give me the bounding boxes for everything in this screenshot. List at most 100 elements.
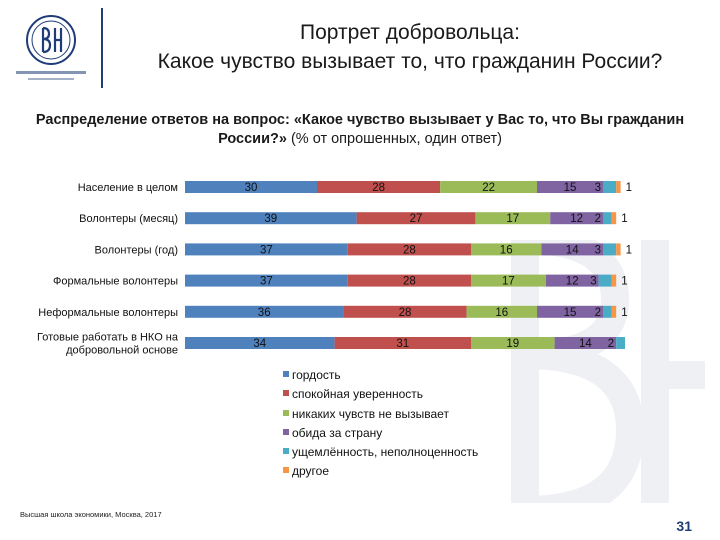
bar-segment <box>537 305 603 318</box>
legend-label: гордость <box>292 368 341 382</box>
legend-swatch <box>283 467 289 474</box>
data-label: 15 <box>564 182 577 194</box>
bar-segment <box>611 212 617 225</box>
legend-item: никаких чувств не вызывает <box>283 405 478 424</box>
legend-label: спокойная уверенность <box>292 387 424 402</box>
bar-segment <box>611 305 617 318</box>
legend-swatch <box>283 428 289 435</box>
data-label: 30 <box>245 182 258 194</box>
question-bold: Распределение ответов на вопрос: «Какое … <box>35 112 685 147</box>
legend-item: гордость <box>283 366 478 385</box>
bar-segment <box>185 337 335 349</box>
data-label: 1 <box>621 213 627 225</box>
data-label: 3 <box>590 276 596 288</box>
data-label: 1 <box>626 182 632 194</box>
data-label: 3 <box>595 244 601 256</box>
bar-segment <box>616 181 621 193</box>
bar-segment <box>541 243 603 256</box>
footer-text: Высшая школа экономики, Москва, 2017 <box>20 510 162 519</box>
data-label: 31 <box>396 338 409 350</box>
legend-swatch <box>283 409 289 416</box>
bar-segment <box>185 305 344 318</box>
bar-segment <box>603 243 617 256</box>
legend-label: обида за страну <box>292 425 383 440</box>
bar-segment <box>185 212 357 225</box>
data-label: 16 <box>495 307 508 319</box>
data-label: 1 <box>626 244 632 256</box>
bar-segment <box>466 305 537 318</box>
category-label: Волонтеры (месяц) <box>79 213 178 225</box>
bar-segment <box>185 243 348 256</box>
slide-title: Портрет добровольца: Какое чувство вызыв… <box>115 18 705 76</box>
category-label: Готовые работать в НКО на <box>37 332 179 344</box>
data-label: 14 <box>579 338 592 350</box>
data-label: 2 <box>608 338 614 350</box>
data-label: 1 <box>621 307 627 319</box>
data-label: 12 <box>566 276 579 288</box>
question-text: Распределение ответов на вопрос: «Какое … <box>20 111 700 149</box>
data-label: 37 <box>260 244 273 256</box>
data-label: 28 <box>403 276 416 288</box>
category-label: добровольной основе <box>66 345 178 357</box>
bar-segment <box>616 337 625 349</box>
bar-segment <box>185 181 317 193</box>
watermark-logo-icon <box>511 240 705 510</box>
category-label: Волонтеры (год) <box>95 244 178 256</box>
data-label: 16 <box>500 244 513 256</box>
legend-label: никаких чувств не вызывает <box>292 406 449 421</box>
data-label: 15 <box>564 307 577 319</box>
data-label: 27 <box>410 213 423 225</box>
bar-segment <box>550 212 603 225</box>
bar-segment <box>603 212 612 225</box>
data-label: 12 <box>570 213 583 225</box>
data-label: 28 <box>399 307 412 319</box>
bar-segment <box>471 337 555 349</box>
page-number: 31 <box>676 518 692 534</box>
data-label: 34 <box>253 338 266 350</box>
data-label: 19 <box>506 338 519 350</box>
bar-segment <box>440 181 537 193</box>
legend-item: обида за страну <box>283 424 478 443</box>
data-label: 17 <box>502 276 515 288</box>
bar-segment <box>611 274 617 287</box>
legend-swatch <box>283 371 289 377</box>
bar-segment <box>347 243 471 256</box>
legend-item: спокойная уверенность <box>283 385 478 404</box>
legend-item: другое <box>283 462 478 481</box>
bar-segment <box>475 212 551 225</box>
category-label: Население в целом <box>78 182 178 194</box>
data-label: 28 <box>372 182 385 194</box>
bar-segment <box>471 274 546 287</box>
bar-segment <box>185 274 348 287</box>
data-label: 37 <box>260 276 273 288</box>
bar-segment <box>603 181 617 193</box>
bar-segment <box>545 274 599 287</box>
bar-segment <box>317 181 441 193</box>
category-label: Неформальные волонтеры <box>38 307 178 319</box>
slide-header: Портрет добровольца: Какое чувство вызыв… <box>0 0 720 98</box>
hse-logo-icon <box>16 15 86 80</box>
category-label: Формальные волонтеры <box>53 276 178 288</box>
bar-segment <box>598 274 612 287</box>
data-label: 36 <box>258 307 271 319</box>
data-label: 39 <box>264 213 277 225</box>
legend-label: другое <box>292 464 330 479</box>
footer-bar <box>0 503 720 540</box>
data-label: 2 <box>595 307 601 319</box>
data-label: 28 <box>403 244 416 256</box>
legend-item: ущемлённость, неполноценность <box>283 443 478 462</box>
slide-title-line2: Какое чувство вызывает то, что гражданин… <box>157 50 663 73</box>
data-label: 17 <box>506 213 519 225</box>
bar-segment <box>471 243 542 256</box>
data-label: 3 <box>595 182 601 194</box>
slide-title-line1: Портрет добровольца: <box>300 21 520 44</box>
bar-segment <box>334 337 471 349</box>
data-label: 22 <box>482 182 495 194</box>
header-divider <box>101 8 103 88</box>
legend-label: ущемлённость, неполноценность <box>292 445 479 460</box>
bar-segment <box>554 337 617 349</box>
bar-segment <box>356 212 476 225</box>
question-normal: (% от опрошенных, один ответ) <box>286 131 502 147</box>
legend-swatch <box>283 390 289 397</box>
